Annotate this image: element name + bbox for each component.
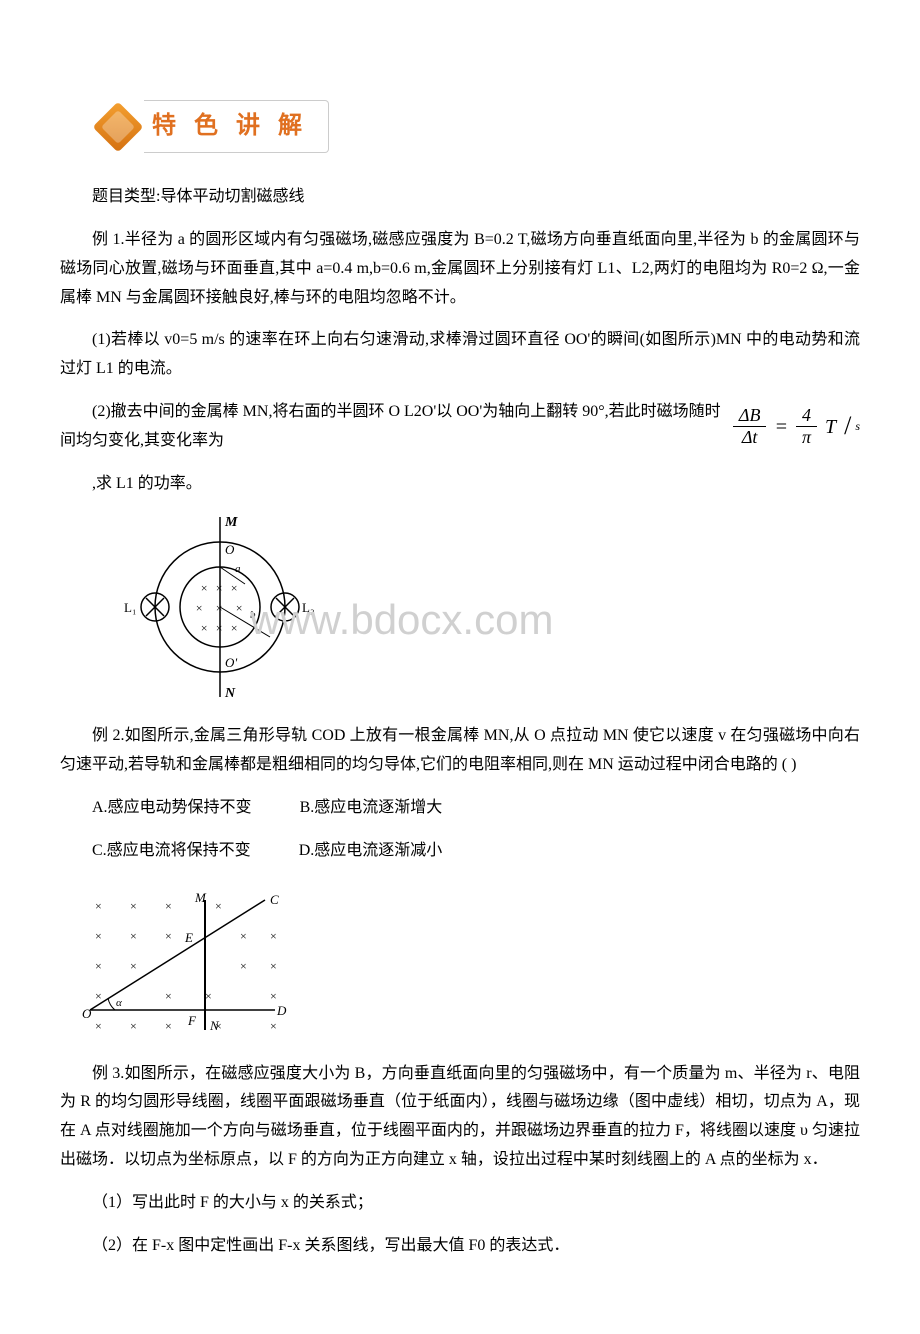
unit-t: T (825, 409, 836, 445)
svg-text:O: O (225, 542, 235, 557)
svg-text:×: × (270, 929, 277, 943)
svg-text:×: × (270, 959, 277, 973)
svg-text:C: C (270, 892, 279, 907)
svg-text:O: O (82, 1006, 92, 1021)
svg-text:×: × (165, 989, 172, 1003)
frac-num2: 4 (796, 405, 817, 428)
svg-text:×: × (270, 989, 277, 1003)
banner-text: 特色讲解 (144, 100, 329, 153)
option-d: D.感应电流逐渐减小 (299, 842, 443, 859)
frac-num: ΔB (733, 405, 767, 428)
equals-sign: = (774, 409, 788, 445)
svg-text:×: × (95, 899, 102, 913)
svg-text:a: a (235, 563, 241, 575)
figure2-svg: ×××× ××××× ×××× ×××× ××××× α O C D M N E… (80, 880, 290, 1040)
svg-text:L₁: L₁ (124, 600, 136, 615)
svg-text:N: N (224, 686, 236, 701)
svg-text:×: × (240, 929, 247, 943)
slash: / (844, 403, 851, 450)
svg-text:×: × (130, 899, 137, 913)
unit-s: s (855, 416, 860, 438)
svg-text:×: × (235, 601, 243, 615)
svg-text:×: × (95, 1019, 102, 1033)
svg-text:×: × (95, 959, 102, 973)
example3-intro: 例 3.如图所示，在磁感应强度大小为 B，方向垂直纸面向里的匀强磁场中，有一个质… (60, 1060, 860, 1175)
svg-text:×: × (95, 929, 102, 943)
svg-text:×: × (200, 581, 208, 595)
example1-intro: 例 1.半径为 a 的圆形区域内有匀强磁场,磁感应强度为 B=0.2 T,磁场方… (60, 226, 860, 312)
frac-den2: π (796, 427, 817, 449)
svg-text:F: F (187, 1013, 197, 1028)
option-b: B.感应电流逐渐增大 (300, 799, 443, 816)
svg-text:×: × (130, 1019, 137, 1033)
svg-text:×: × (95, 989, 102, 1003)
figure-1: www.bdocx.com × × × × × × × × × a b M O … (100, 512, 380, 702)
svg-text:×: × (195, 601, 203, 615)
example1-part2-suffix: ,求 L1 的功率。 (60, 470, 860, 499)
figure-2: ×××× ××××× ×××× ×××× ××××× α O C D M N E… (80, 880, 290, 1040)
svg-text:×: × (215, 621, 223, 635)
example1-part2-prefix: (2)撤去中间的金属棒 MN,将右面的半圆环 O L2O'以 OO'为轴向上翻转… (60, 398, 729, 456)
options-row1: A.感应电动势保持不变 B.感应电流逐渐增大 (60, 794, 860, 823)
fraction-4-pi: 4 π (796, 405, 817, 449)
frac-den: Δt (736, 427, 764, 449)
option-a: A.感应电动势保持不变 (92, 799, 252, 816)
svg-text:×: × (200, 621, 208, 635)
example3-q1: （1）写出此时 F 的大小与 x 的关系式； (60, 1189, 860, 1218)
banner-diamond-icon (93, 101, 144, 152)
svg-text:×: × (215, 899, 222, 913)
svg-text:α: α (116, 997, 122, 1009)
svg-text:×: × (130, 929, 137, 943)
svg-text:O': O' (225, 655, 237, 670)
topic-type: 题目类型:导体平动切割磁感线 (60, 183, 860, 212)
svg-text:×: × (130, 959, 137, 973)
example1-part2-line: (2)撤去中间的金属棒 MN,将右面的半圆环 O L2O'以 OO'为轴向上翻转… (60, 398, 860, 456)
svg-text:N: N (209, 1018, 220, 1033)
option-c: C.感应电流将保持不变 (92, 842, 251, 859)
watermark: www.bdocx.com (250, 582, 553, 658)
svg-text:×: × (270, 1019, 277, 1033)
svg-text:×: × (165, 1019, 172, 1033)
svg-text:M: M (194, 890, 207, 905)
svg-text:D: D (276, 1003, 287, 1018)
svg-text:×: × (165, 899, 172, 913)
svg-text:E: E (184, 930, 193, 945)
svg-text:×: × (165, 929, 172, 943)
example3-q2: （2）在 F-x 图中定性画出 F-x 关系图线，写出最大值 F0 的表达式． (60, 1232, 860, 1261)
example1-part1: (1)若棒以 v0=5 m/s 的速率在环上向右匀速滑动,求棒滑过圆环直径 OO… (60, 326, 860, 384)
svg-text:×: × (215, 581, 223, 595)
options-row2: C.感应电流将保持不变 D.感应电流逐渐减小 (60, 837, 860, 866)
svg-text:M: M (224, 515, 238, 530)
example2-text: 例 2.如图所示,金属三角形导轨 COD 上放有一根金属棒 MN,从 O 点拉动… (60, 722, 860, 780)
svg-text:×: × (230, 621, 238, 635)
svg-text:×: × (230, 581, 238, 595)
banner: 特色讲解 (100, 100, 329, 153)
fraction-db-dt: ΔB Δt (733, 405, 767, 449)
svg-text:×: × (240, 959, 247, 973)
svg-text:×: × (205, 989, 212, 1003)
